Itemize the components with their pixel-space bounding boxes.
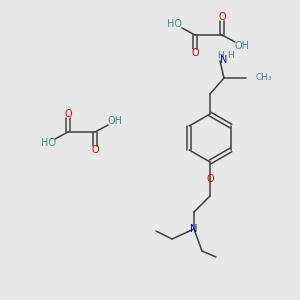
Text: HO: HO bbox=[40, 138, 56, 148]
Text: N: N bbox=[190, 224, 198, 234]
Text: O: O bbox=[64, 109, 72, 119]
Text: O: O bbox=[206, 174, 214, 184]
Text: N: N bbox=[220, 55, 228, 65]
Text: O: O bbox=[91, 145, 99, 155]
Text: CH₃: CH₃ bbox=[256, 74, 273, 82]
Text: O: O bbox=[218, 12, 226, 22]
Text: H: H bbox=[217, 50, 224, 59]
Text: OH: OH bbox=[107, 116, 122, 126]
Text: HO: HO bbox=[167, 19, 182, 29]
Text: O: O bbox=[191, 48, 199, 58]
Text: OH: OH bbox=[235, 41, 250, 51]
Text: H: H bbox=[226, 50, 233, 59]
